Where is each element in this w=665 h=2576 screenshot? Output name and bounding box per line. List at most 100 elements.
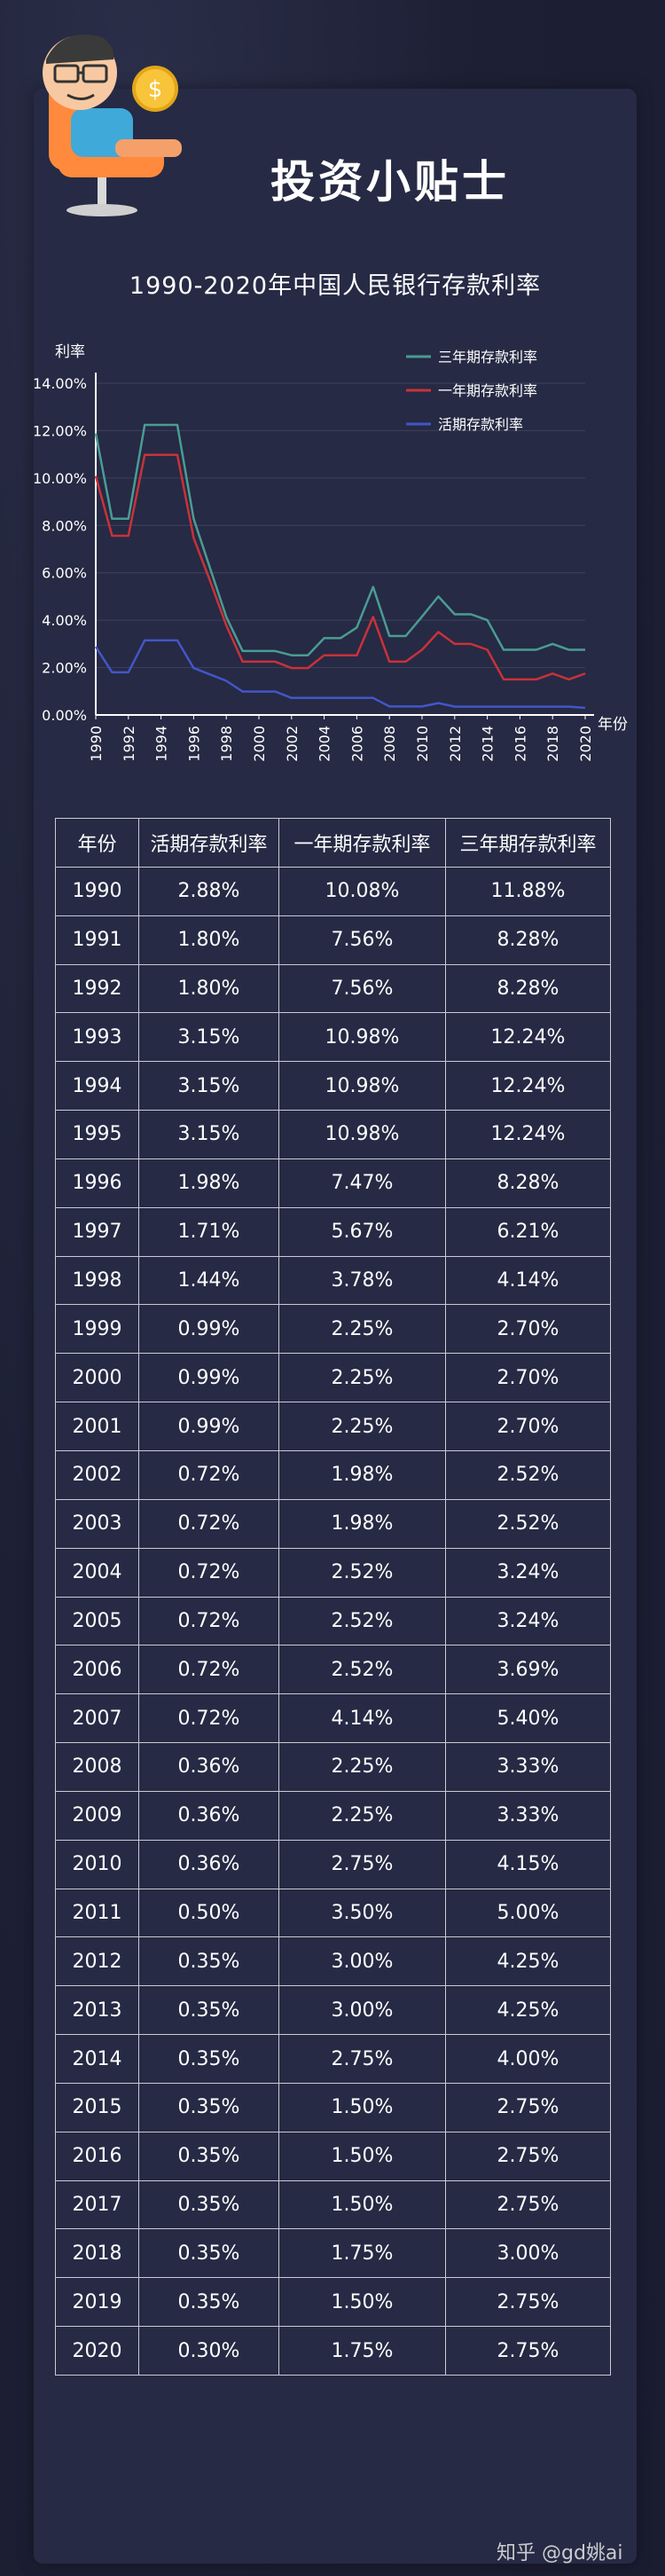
- cell-year: 2002: [55, 1449, 139, 1500]
- cell-three-year-rate: 4.25%: [445, 1936, 611, 1987]
- cell-year: 1993: [55, 1012, 139, 1063]
- cell-one-year-rate: 2.75%: [278, 2034, 446, 2084]
- x-tick-label: 2010: [414, 726, 431, 762]
- table-row: 2001 0.99% 2.25% 2.70%: [55, 1402, 611, 1451]
- table-header-row: 年份 活期存款利率 一年期存款利率 三年期存款利率: [55, 818, 611, 868]
- cell-year: 2018: [55, 2228, 139, 2279]
- x-tick-label: 1994: [153, 726, 170, 762]
- cell-three-year-rate: 2.70%: [445, 1353, 611, 1403]
- x-tick-label: 2006: [348, 726, 365, 762]
- cell-three-year-rate: 2.75%: [445, 2082, 611, 2132]
- table-row: 2017 0.35% 1.50% 2.75%: [55, 2179, 611, 2230]
- x-tick-label: 2020: [577, 726, 594, 762]
- cell-three-year-rate: 2.75%: [445, 2277, 611, 2328]
- cell-three-year-rate: 2.75%: [445, 2179, 611, 2230]
- y-tick-label: 10.00%: [34, 470, 87, 487]
- cell-demand-rate: 0.35%: [138, 2277, 279, 2328]
- cell-demand-rate: 1.80%: [138, 963, 279, 1014]
- cell-demand-rate: 0.35%: [138, 1985, 279, 2036]
- cell-demand-rate: 1.71%: [138, 1206, 279, 1257]
- cell-one-year-rate: 2.52%: [278, 1547, 446, 1598]
- cell-year: 2010: [55, 1839, 139, 1889]
- cell-year: 1998: [55, 1255, 139, 1306]
- y-tick-label: 6.00%: [42, 565, 87, 582]
- cell-three-year-rate: 12.24%: [445, 1110, 611, 1159]
- cell-one-year-rate: 1.50%: [278, 2082, 446, 2132]
- cell-demand-rate: 0.72%: [138, 1645, 279, 1695]
- cell-one-year-rate: 3.00%: [278, 1936, 446, 1987]
- cell-three-year-rate: 8.28%: [445, 915, 611, 965]
- cell-demand-rate: 1.44%: [138, 1255, 279, 1306]
- cell-year: 2005: [55, 1596, 139, 1646]
- cell-year: 2009: [55, 1790, 139, 1841]
- cell-one-year-rate: 10.08%: [278, 866, 446, 916]
- cell-three-year-rate: 2.70%: [445, 1402, 611, 1451]
- cell-one-year-rate: 1.50%: [278, 2179, 446, 2230]
- y-tick-label: 8.00%: [42, 517, 87, 534]
- table-row: 2008 0.36% 2.25% 3.33%: [55, 1742, 611, 1792]
- cell-year: 2001: [55, 1402, 139, 1451]
- table-row: 1995 3.15% 10.98% 12.24%: [55, 1110, 611, 1159]
- cell-demand-rate: 0.72%: [138, 1547, 279, 1598]
- cell-one-year-rate: 1.98%: [278, 1449, 446, 1500]
- cell-demand-rate: 0.72%: [138, 1596, 279, 1646]
- cell-year: 1990: [55, 866, 139, 916]
- table-row: 1994 3.15% 10.98% 12.24%: [55, 1061, 611, 1111]
- legend-label: 活期存款利率: [438, 416, 523, 433]
- cell-three-year-rate: 4.00%: [445, 2034, 611, 2084]
- table-row: 1997 1.71% 5.67% 6.21%: [55, 1206, 611, 1257]
- cell-one-year-rate: 3.78%: [278, 1255, 446, 1306]
- cell-three-year-rate: 3.24%: [445, 1547, 611, 1598]
- table-row: 2010 0.36% 2.75% 4.15%: [55, 1839, 611, 1889]
- table-row: 2016 0.35% 1.50% 2.75%: [55, 2131, 611, 2181]
- table-row: 2013 0.35% 3.00% 4.25%: [55, 1985, 611, 2036]
- cell-demand-rate: 0.30%: [138, 2326, 279, 2376]
- x-tick-label: 1996: [185, 726, 202, 762]
- table-row: 2002 0.72% 1.98% 2.52%: [55, 1449, 611, 1500]
- cell-one-year-rate: 2.25%: [278, 1402, 446, 1451]
- cell-demand-rate: 3.15%: [138, 1110, 279, 1159]
- cell-three-year-rate: 3.33%: [445, 1742, 611, 1792]
- person-icon: [43, 35, 182, 157]
- cell-one-year-rate: 7.56%: [278, 915, 446, 965]
- x-tick-label: 2004: [317, 726, 333, 762]
- cell-year: 2015: [55, 2082, 139, 2132]
- cell-year: 2013: [55, 1985, 139, 2036]
- table-row: 1993 3.15% 10.98% 12.24%: [55, 1012, 611, 1063]
- x-tick-label: 1992: [121, 726, 137, 762]
- cell-three-year-rate: 8.28%: [445, 963, 611, 1014]
- cell-one-year-rate: 1.98%: [278, 1498, 446, 1549]
- cell-three-year-rate: 2.75%: [445, 2326, 611, 2376]
- table-row: 2000 0.99% 2.25% 2.70%: [55, 1353, 611, 1403]
- cell-demand-rate: 0.99%: [138, 1402, 279, 1451]
- cell-year: 2020: [55, 2326, 139, 2376]
- header-year: 年份: [55, 818, 139, 868]
- cell-demand-rate: 0.35%: [138, 2131, 279, 2181]
- x-tick-label: 2014: [480, 726, 497, 762]
- cell-one-year-rate: 2.52%: [278, 1596, 446, 1646]
- cell-demand-rate: 0.99%: [138, 1353, 279, 1403]
- legend-label: 三年期存款利率: [438, 349, 537, 365]
- cell-demand-rate: 0.35%: [138, 2179, 279, 2230]
- table-row: 2019 0.35% 1.50% 2.75%: [55, 2277, 611, 2328]
- x-tick-label: 2012: [447, 726, 464, 762]
- series-line-demand: [94, 639, 586, 710]
- cell-year: 2011: [55, 1888, 139, 1938]
- cell-year: 1995: [55, 1110, 139, 1159]
- table-row: 1999 0.99% 2.25% 2.70%: [55, 1304, 611, 1355]
- cell-demand-rate: 0.35%: [138, 1936, 279, 1987]
- cell-year: 1997: [55, 1206, 139, 1257]
- cell-three-year-rate: 5.40%: [445, 1693, 611, 1744]
- cell-three-year-rate: 3.24%: [445, 1596, 611, 1646]
- interest-rate-line-chart: 0.00% 2.00% 4.00% 6.00% 8.00% 10.00% 12.00% 14.…: [34, 343, 628, 762]
- cell-three-year-rate: 6.21%: [445, 1206, 611, 1257]
- cell-three-year-rate: 3.00%: [445, 2228, 611, 2279]
- y-tick-label: 2.00%: [42, 660, 87, 677]
- cell-demand-rate: 0.99%: [138, 1304, 279, 1355]
- cell-one-year-rate: 2.25%: [278, 1353, 446, 1403]
- table-row: 2011 0.50% 3.50% 5.00%: [55, 1888, 611, 1938]
- header-demand-rate: 活期存款利率: [138, 818, 279, 868]
- cell-demand-rate: 0.36%: [138, 1839, 279, 1889]
- interest-rate-table: 年份 活期存款利率 一年期存款利率 三年期存款利率 1990 2.88% 10.08…: [55, 818, 611, 2376]
- chart-series: [94, 423, 586, 710]
